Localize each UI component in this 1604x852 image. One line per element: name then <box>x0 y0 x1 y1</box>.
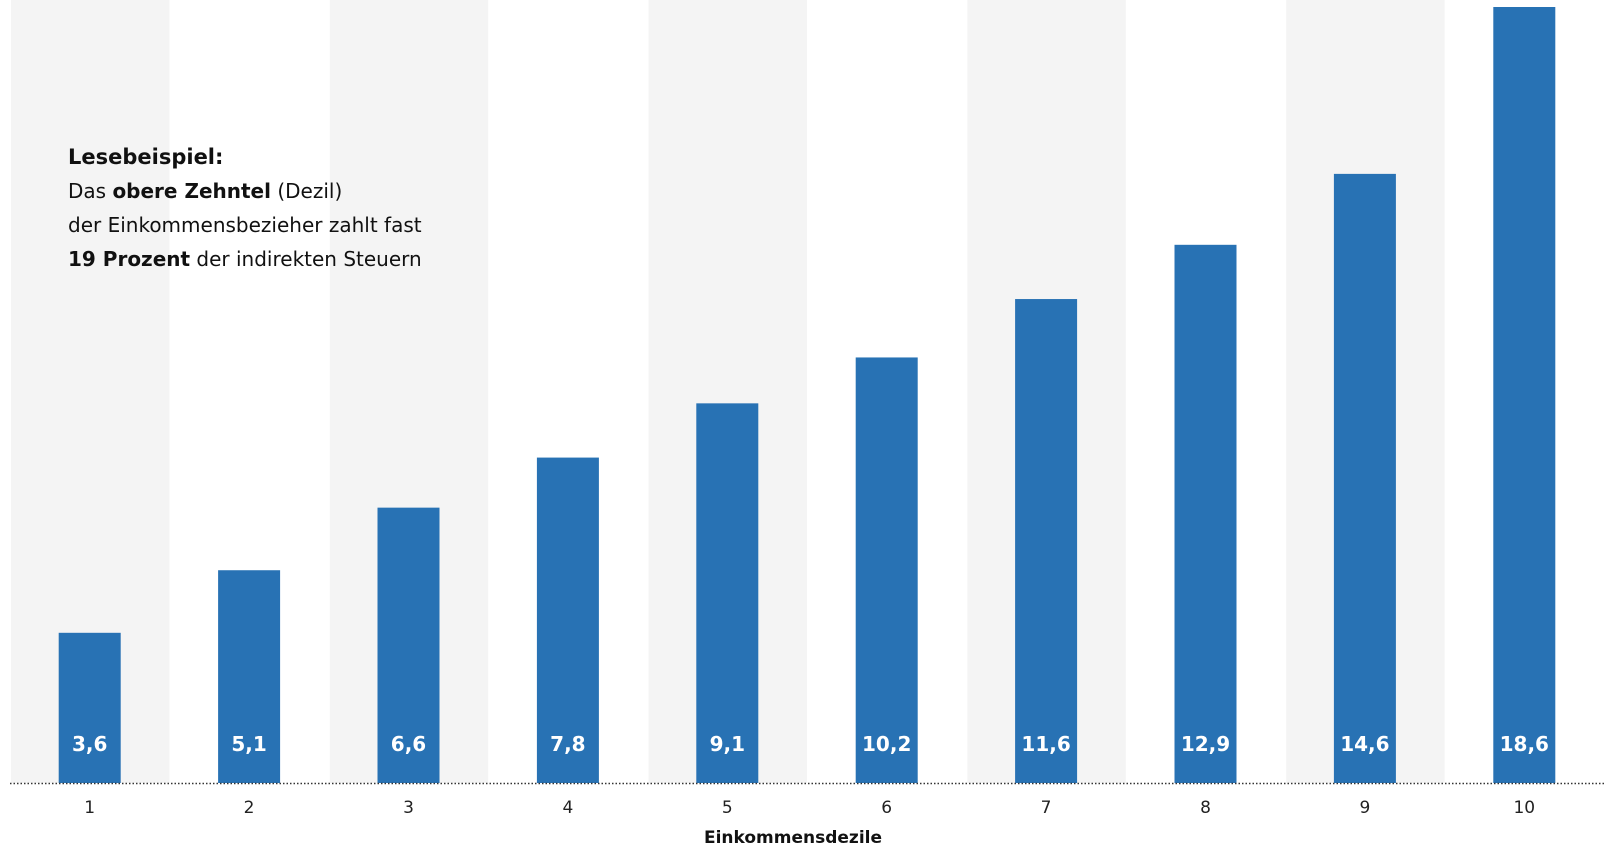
bar-decile-9 <box>1333 173 1396 783</box>
note-line-3: 19 Prozent der indirekten Steuern <box>68 242 422 276</box>
x-tick-label: 4 <box>562 798 573 818</box>
reading-example-note: Lesebeispiel: Das obere Zehntel (Dezil) … <box>68 140 422 276</box>
bar-decile-2 <box>218 570 281 783</box>
note-line-3-post: der indirekten Steuern <box>190 247 422 271</box>
bar-decile-7 <box>1015 299 1078 783</box>
x-axis-title: Einkommensdezile <box>704 828 882 848</box>
bar-decile-8 <box>1174 244 1237 783</box>
note-line-3-bold: 19 Prozent <box>68 247 191 271</box>
bar-value-label: 3,6 <box>72 732 107 756</box>
bar-value-label: 5,1 <box>231 732 266 756</box>
x-tick-label: 2 <box>244 798 255 818</box>
bar-value-label: 18,6 <box>1500 732 1549 756</box>
x-tick-label: 9 <box>1359 798 1370 818</box>
bar-value-label: 6,6 <box>391 732 426 756</box>
x-tick-label: 8 <box>1200 798 1211 818</box>
x-tick-label: 3 <box>403 798 414 818</box>
note-line-1-post: (Dezil) <box>270 179 343 203</box>
bar-value-label: 9,1 <box>710 732 745 756</box>
bar-value-label: 12,9 <box>1181 732 1230 756</box>
x-tick-label: 7 <box>1041 798 1052 818</box>
bar-decile-3 <box>377 507 440 783</box>
bar-value-label: 10,2 <box>862 732 911 756</box>
bar-value-label: 14,6 <box>1340 732 1389 756</box>
x-tick-label: 6 <box>881 798 892 818</box>
bar-decile-1 <box>58 632 121 783</box>
note-line-1-pre: Das <box>68 179 113 203</box>
bar-value-label: 11,6 <box>1021 732 1070 756</box>
bar-decile-10 <box>1493 7 1556 783</box>
x-tick-label: 1 <box>84 798 95 818</box>
x-tick-label: 5 <box>722 798 733 818</box>
x-tick-label: 10 <box>1513 798 1535 818</box>
bar-decile-5 <box>696 403 759 783</box>
x-tick-labels: 1 2 3 4 5 6 7 8 9 10 <box>84 798 1535 818</box>
bar-decile-4 <box>536 457 599 783</box>
bars-group: 3,6 5,1 6,6 7,8 9,1 10,2 11,6 12,9 14,6 18,6 <box>58 7 1556 783</box>
note-line-1-bold: obere Zehntel <box>112 179 271 203</box>
note-heading: Lesebeispiel: <box>68 145 224 169</box>
bar-value-label: 7,8 <box>550 732 585 756</box>
bar-decile-6 <box>855 357 918 783</box>
note-line-1: Das obere Zehntel (Dezil) <box>68 174 422 208</box>
note-line-2: der Einkommensbezieher zahlt fast <box>68 213 422 237</box>
